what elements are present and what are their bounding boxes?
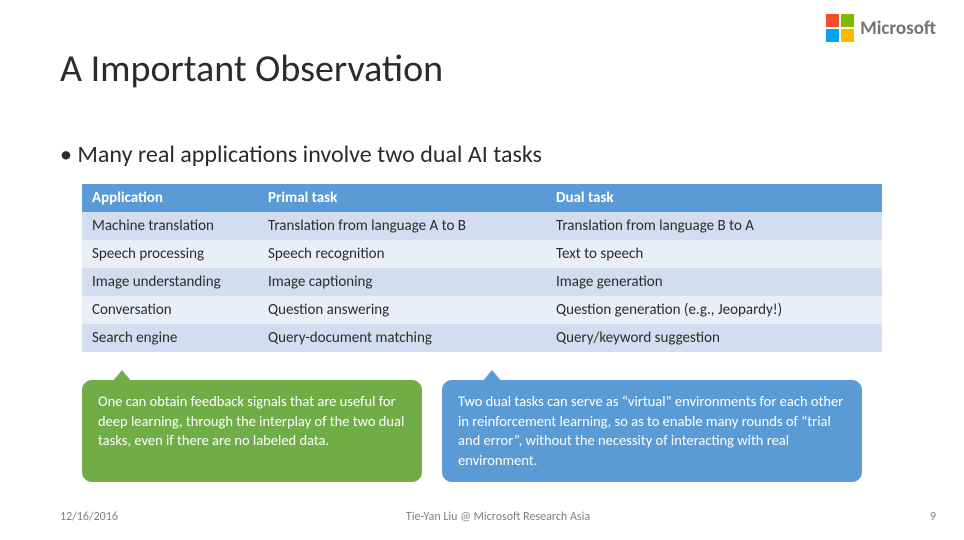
table-cell: Translation from language A to B [258,212,546,240]
table-cell: Question generation (e.g., Jeopardy!) [546,296,882,324]
table-cell: Query-document matching [258,324,546,352]
table-cell: Image understanding [82,268,258,296]
microsoft-logo-icon [826,14,854,42]
table-cell: Image captioning [258,268,546,296]
table-cell: Machine translation [82,212,258,240]
table-cell: Query/keyword suggestion [546,324,882,352]
table-cell: Speech processing [82,240,258,268]
table-row: Machine translationTranslation from lang… [82,212,882,240]
table-header: Dual task [546,184,882,212]
table-header-row: Application Primal task Dual task [82,184,882,212]
table-row: Search engineQuery-document matchingQuer… [82,324,882,352]
microsoft-logo-text: Microsoft [860,17,936,40]
dual-tasks-table: Application Primal task Dual task Machin… [82,184,882,352]
table-cell: Search engine [82,324,258,352]
slide-title: A Important Observation [60,46,443,92]
table-cell: Translation from language B to A [546,212,882,240]
table-cell: Text to speech [546,240,882,268]
callout-green-text: One can obtain feedback signals that are… [98,392,404,449]
footer: 12/16/2016 Tie-Yan Liu @ Microsoft Resea… [60,510,936,524]
table-header: Primal task [258,184,546,212]
callouts: One can obtain feedback signals that are… [82,380,882,482]
callout-green: One can obtain feedback signals that are… [82,380,422,482]
table-cell: Speech recognition [258,240,546,268]
table-cell: Image generation [546,268,882,296]
bullet-text: Many real applications involve two dual … [60,140,542,169]
footer-center: Tie-Yan Liu @ Microsoft Research Asia [60,510,936,524]
table-header: Application [82,184,258,212]
callout-blue-text: Two dual tasks can serve as “virtual” en… [458,392,843,469]
microsoft-logo: Microsoft [826,14,936,42]
table-row: ConversationQuestion answeringQuestion g… [82,296,882,324]
table-cell: Question answering [258,296,546,324]
table-row: Speech processingSpeech recognitionText … [82,240,882,268]
callout-blue: Two dual tasks can serve as “virtual” en… [442,380,862,482]
table-row: Image understandingImage captioningImage… [82,268,882,296]
table-cell: Conversation [82,296,258,324]
